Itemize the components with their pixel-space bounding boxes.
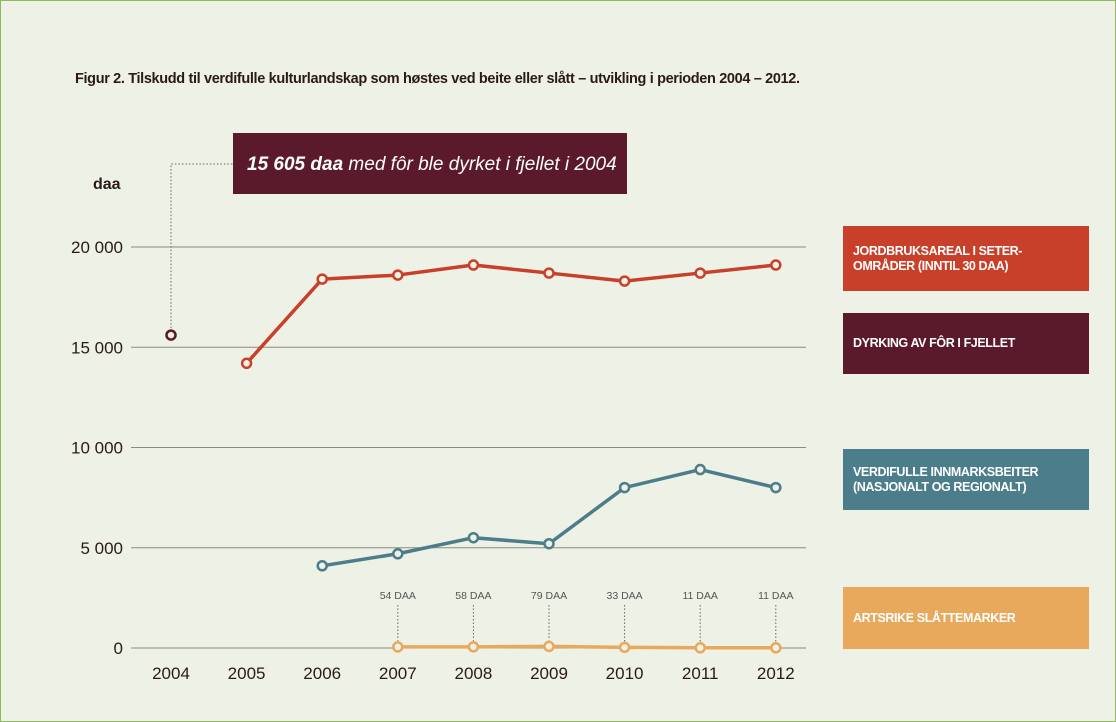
value-label: 11 DAA: [758, 590, 793, 602]
annotation-box: [233, 133, 627, 194]
y-tick-label: 5 000: [80, 539, 123, 558]
x-tick-label: 2011: [682, 664, 719, 683]
x-tick-label: 2008: [454, 664, 492, 683]
value-label: 58 DAA: [455, 590, 491, 602]
series-line: [397, 644, 776, 650]
data-point: [770, 481, 782, 494]
x-tick-label: 2010: [606, 664, 644, 683]
x-tick-label: 2009: [530, 664, 568, 683]
x-tick-label: 2007: [379, 664, 417, 683]
annotation-bold: 15 605 daa: [247, 154, 344, 175]
data-point: [543, 537, 555, 550]
annotation: 15 605 daa med fôr ble dyrket i fjellet …: [247, 154, 617, 175]
data-point: [618, 275, 631, 287]
data-point: [467, 531, 480, 544]
data-point: [694, 642, 706, 654]
data-point: [316, 560, 328, 572]
data-point: [316, 273, 328, 285]
y-tick-label: 0: [114, 639, 123, 658]
value-label: 33 DAA: [607, 590, 643, 602]
data-point: [467, 641, 480, 653]
data-point: [392, 548, 404, 560]
legend-entry: VERDIFULLE INNMARKSBEITER (NASJONALT OG …: [843, 449, 1089, 510]
y-tick-label: 15 000: [71, 338, 123, 357]
annotation-leader: [170, 163, 233, 329]
data-point: [618, 641, 631, 654]
legend-entry: DYRKING AV FÔR I FJELLET: [843, 313, 1089, 374]
data-point: [392, 269, 404, 281]
data-point: [770, 259, 782, 271]
legend-entry: JORDBRUKSAREAL I SETER-OMRÅDER (INNTIL 3…: [843, 226, 1089, 291]
data-point: [392, 641, 404, 653]
data-point: [543, 267, 555, 279]
value-label: 79 DAA: [531, 590, 567, 602]
legend-entry: ARTSRIKE SLÅTTEMARKER: [843, 587, 1089, 649]
x-tick-label: 2004: [152, 664, 190, 683]
data-point: [694, 267, 706, 279]
data-point: [618, 481, 631, 494]
x-tick-label: 2005: [228, 664, 266, 683]
y-tick-label: 10 000: [71, 439, 123, 458]
data-point: [770, 642, 782, 654]
data-point: [240, 357, 253, 370]
data-point: [467, 259, 480, 271]
x-tick-label: 2012: [757, 664, 795, 683]
data-point: [694, 463, 706, 476]
data-point: [543, 640, 555, 653]
series-line: [321, 467, 777, 568]
data-point: [165, 329, 177, 341]
value-label: 11 DAA: [682, 590, 717, 602]
x-tick-label: 2006: [303, 664, 341, 683]
y-tick-label: 20 000: [71, 238, 123, 257]
y-axis-label: daa: [93, 176, 121, 193]
chart-title: Figur 2. Tilskudd til verdifulle kulturl…: [75, 71, 800, 87]
value-label: 54 DAA: [380, 590, 416, 602]
annotation-text: med fôr ble dyrket i fjellet i 2004: [348, 154, 616, 175]
series-line: [245, 263, 776, 365]
